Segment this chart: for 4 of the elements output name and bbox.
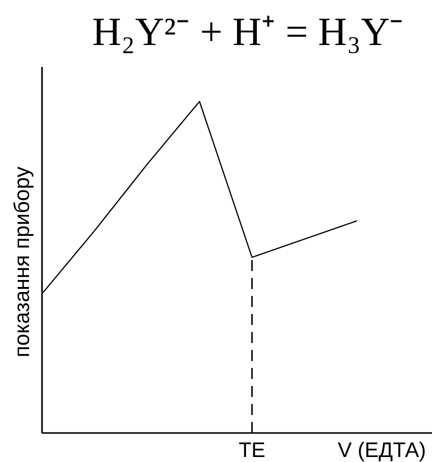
chart-title: H₂Y²⁻ + H⁺ = H₃Y⁻ bbox=[92, 9, 404, 54]
x-axis-title: V (ЕДТА) bbox=[338, 439, 426, 462]
y-axis-title: показання прибору bbox=[10, 166, 34, 358]
annotation: ТЕ bbox=[238, 439, 266, 462]
